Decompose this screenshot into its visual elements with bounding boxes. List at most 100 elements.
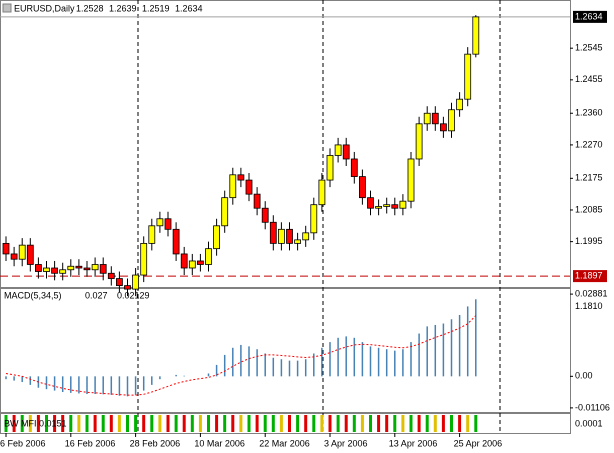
candle-body: [75, 265, 83, 269]
main-panel: [0, 0, 571, 288]
candle-body: [310, 204, 318, 234]
last-high: 1.2639: [109, 3, 137, 13]
candle-body: [18, 244, 26, 260]
symbol: EURUSD,Daily: [14, 3, 75, 13]
candle-body: [2, 242, 10, 255]
signal-line: [5, 315, 477, 396]
candle-body: [294, 239, 302, 244]
y-tick-label: 1.2455: [575, 74, 603, 84]
candle-body: [156, 218, 164, 227]
candle-body: [448, 109, 455, 132]
candle-body: [367, 197, 374, 209]
candle-body: [51, 267, 58, 274]
candle-body: [124, 285, 131, 290]
candle-body: [407, 158, 415, 202]
candle-body: [245, 179, 253, 195]
y-tick-label: 1.1810: [575, 301, 603, 311]
candle-body: [391, 204, 399, 209]
last-close: 1.2634: [175, 3, 203, 13]
candle-body: [423, 112, 431, 125]
candle-body: [188, 260, 196, 269]
macd-panel: [0, 288, 571, 413]
candle-body: [399, 200, 407, 209]
signal-last: 0.02129: [117, 290, 150, 300]
candle-body: [326, 155, 334, 181]
last-low: 1.2519: [142, 3, 170, 13]
x-tick-label: 25 Apr 2006: [454, 438, 503, 448]
macd-label: MACD(5,34,5): [4, 290, 62, 300]
y-tick-label: 1.2360: [575, 108, 603, 118]
candle-body: [277, 228, 285, 244]
candle-body: [456, 98, 464, 111]
x-tick-label: 6 Feb 2006: [0, 438, 46, 448]
y-tick-label: 1.2175: [575, 173, 603, 183]
candle-body: [342, 144, 350, 160]
candle-body: [334, 144, 342, 156]
x-tick-label: 13 Apr 2006: [389, 438, 438, 448]
candle-body: [107, 272, 115, 279]
x-tick-label: 22 Mar 2006: [259, 438, 310, 448]
candle-body: [132, 274, 140, 290]
candle-body: [253, 193, 261, 209]
candle-body: [140, 242, 148, 276]
y-tick-label: 1.1995: [575, 236, 603, 246]
macd-last: 0.027: [85, 290, 108, 300]
y-tick-label: 1.2545: [575, 43, 603, 53]
candle-body: [116, 278, 123, 286]
header: EURUSD,Daily 1.2528 1.2639 1.2519 1.2634…: [2, 3, 203, 428]
candle-body: [10, 253, 18, 260]
candle-body: [213, 225, 221, 250]
y-tick-label: 1.2085: [575, 204, 603, 214]
candle-body: [205, 248, 212, 265]
candle-body: [237, 174, 245, 181]
y-tick-label: 0.0001: [575, 418, 603, 428]
candle-body: [302, 232, 310, 241]
candle-body: [99, 264, 107, 274]
candle-body: [164, 218, 172, 230]
candle-body: [91, 264, 99, 271]
candle-body: [472, 16, 480, 55]
candle-body: [180, 253, 188, 269]
candle-body: [375, 206, 383, 209]
candle-body: [229, 174, 237, 199]
y-tick-label: 0.00: [575, 371, 593, 381]
candle-body: [464, 53, 472, 100]
candle-body: [439, 123, 447, 132]
y-tick-label: 0.02881: [575, 288, 608, 298]
level-label: 1.1897: [575, 270, 603, 280]
candle-body: [269, 221, 277, 244]
y-tick-label: 1.2270: [575, 139, 603, 149]
candle-body: [196, 260, 204, 265]
mfi-label: BW MFI 0.0151: [4, 418, 67, 428]
candle-body: [26, 244, 34, 265]
mfi-panel: [0, 413, 571, 434]
symbol-icon: [2, 3, 12, 13]
price-tag: [573, 10, 607, 23]
candle-body: [148, 225, 156, 244]
x-tick-label: 16 Feb 2006: [65, 438, 116, 448]
price-label: 1.2634: [575, 11, 603, 21]
candle-body: [83, 267, 91, 271]
candle-body: [59, 269, 67, 274]
candle-body: [43, 267, 50, 272]
last-open: 1.2528: [76, 3, 104, 13]
candle-body: [415, 123, 423, 160]
x-tick-label: 28 Feb 2006: [130, 438, 181, 448]
candle-body: [431, 112, 439, 125]
candle-body: [172, 228, 180, 255]
candle-body: [383, 204, 391, 207]
x-tick-label: 10 Mar 2006: [194, 438, 245, 448]
level-tag: [573, 270, 607, 283]
candle-body: [286, 228, 293, 244]
candle-body: [318, 179, 326, 206]
candle-body: [221, 197, 229, 227]
candle-body: [261, 207, 269, 223]
x-tick-label: 3 Apr 2006: [324, 438, 368, 448]
candle-body: [350, 158, 358, 177]
candle-body: [67, 265, 75, 271]
period-separators: [137, 0, 501, 433]
candle-body: [358, 176, 366, 199]
candle-body: [35, 264, 42, 272]
